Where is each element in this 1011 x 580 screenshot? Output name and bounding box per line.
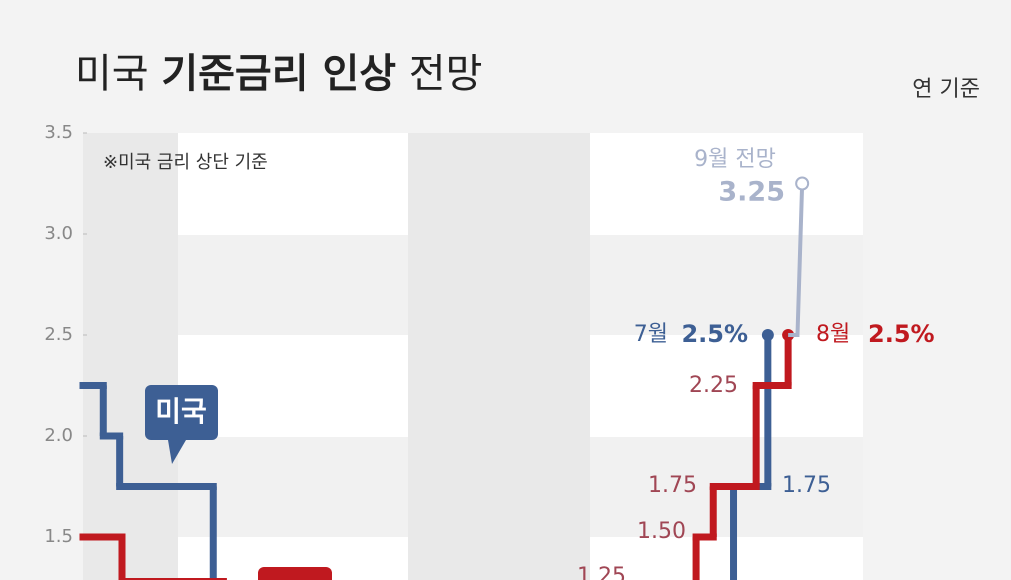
annotation: 8월 bbox=[816, 322, 850, 347]
y-tick-label: 1.5 bbox=[44, 526, 73, 547]
band bbox=[590, 235, 863, 335]
band bbox=[83, 133, 178, 580]
legend-label: 미국 bbox=[155, 395, 207, 428]
forecast-point bbox=[795, 176, 810, 191]
forecast-line bbox=[788, 183, 805, 337]
y-tick-label: 3.5 bbox=[44, 122, 73, 143]
annotation: 2.25 bbox=[689, 373, 738, 398]
legend-bubble bbox=[145, 385, 218, 440]
annotation: 3.25 bbox=[718, 177, 785, 208]
unit-label: 연 기준 bbox=[912, 77, 980, 102]
title-part: 미국 bbox=[75, 51, 149, 97]
y-tick-label: 3.0 bbox=[44, 223, 73, 244]
title-part: 기준금리 인상 bbox=[161, 51, 396, 97]
legend-bubble bbox=[258, 567, 332, 580]
annotation: 2.5% bbox=[681, 320, 748, 348]
y-tick-label: 2.5 bbox=[44, 324, 73, 345]
end-point bbox=[761, 329, 774, 341]
annotation: 2.5% bbox=[868, 320, 935, 348]
annotation: 1.50 bbox=[637, 519, 686, 544]
bubble-tail bbox=[168, 440, 186, 464]
annotation: 9월 전망 bbox=[694, 147, 776, 172]
annotation: ※미국 금리 상단 기준 bbox=[103, 152, 268, 173]
band bbox=[408, 133, 590, 580]
annotation: 7월 bbox=[634, 322, 668, 347]
y-tick-label: 2.0 bbox=[44, 425, 73, 446]
band bbox=[178, 235, 408, 335]
annotation: 1.75 bbox=[782, 473, 831, 498]
title-part: 전망 bbox=[409, 51, 483, 97]
annotation: 1.25 bbox=[577, 564, 626, 580]
chart-title: 미국 기준금리 인상 전망 bbox=[75, 51, 482, 97]
annotation: 1.75 bbox=[648, 473, 697, 498]
